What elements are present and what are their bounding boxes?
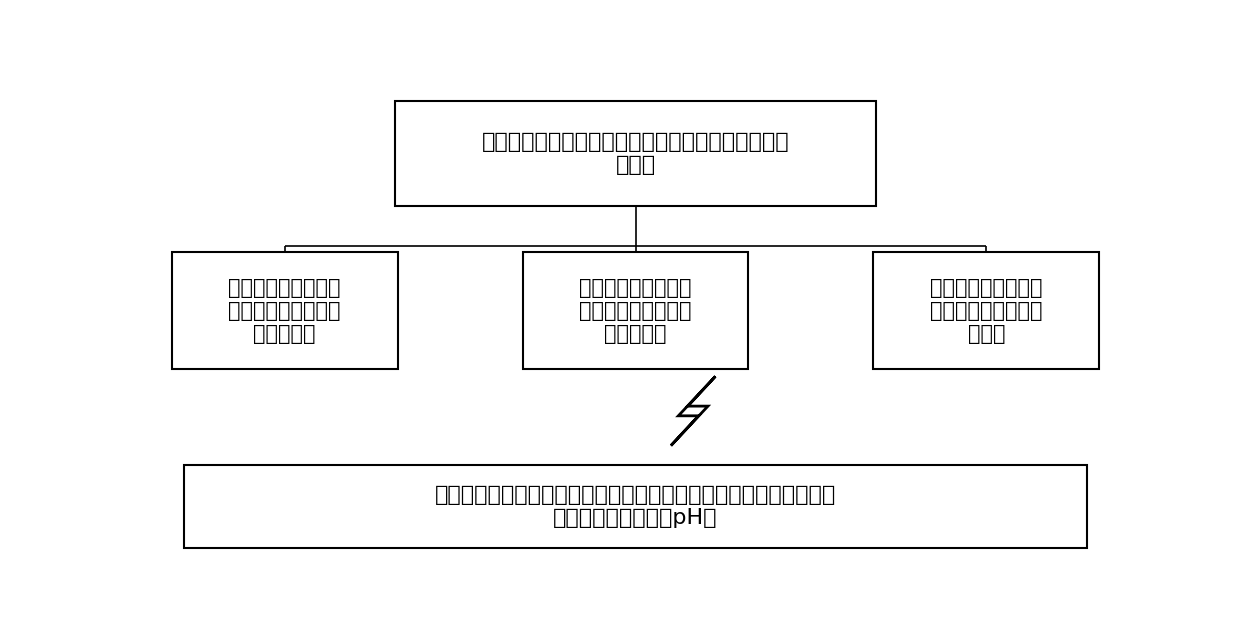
Text: 机动车沾染类包装物
及废机油滤芯运输装
卸监管系统: 机动车沾染类包装物 及废机油滤芯运输装 卸监管系统 [579, 278, 692, 344]
Text: 机动车沾染类包装物
及废机油滤芯贮存监
管系统: 机动车沾染类包装物 及废机油滤芯贮存监 管系统 [930, 278, 1043, 344]
Polygon shape [671, 376, 715, 446]
Bar [396, 100, 875, 206]
Bar [522, 252, 749, 369]
Text: 机动车沾染类包装物
及废机油滤芯分类收
集监管系统: 机动车沾染类包装物 及废机油滤芯分类收 集监管系统 [228, 278, 341, 344]
Bar [873, 252, 1099, 369]
Text: 基于精确采集的机动车沾染类包装物及废机油滤芯传
感系统: 基于精确采集的机动车沾染类包装物及废机油滤芯传 感系统 [481, 131, 790, 175]
Text: 机动车沾染类包装物及废机油滤芯的环境温度、湿度、通风流量、压
强、光照度、重量和pH值: 机动车沾染类包装物及废机油滤芯的环境温度、湿度、通风流量、压 强、光照度、重量和… [435, 485, 836, 528]
Bar [184, 464, 1087, 548]
Bar [172, 252, 398, 369]
